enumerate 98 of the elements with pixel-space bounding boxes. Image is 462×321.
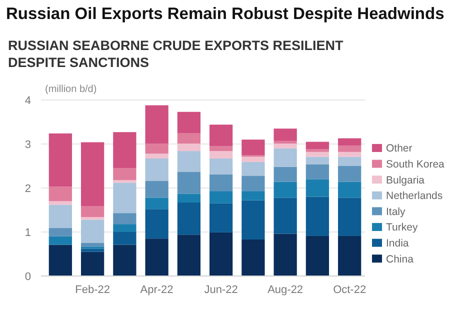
y-tick-label: 3 xyxy=(24,138,31,151)
bar xyxy=(80,252,104,276)
bar xyxy=(145,198,168,210)
bar xyxy=(113,224,136,232)
y-tick-label: 0 xyxy=(24,270,31,283)
bar xyxy=(177,133,200,144)
y-axis-title: (million b/d) xyxy=(45,84,97,95)
bar xyxy=(113,132,136,168)
bar xyxy=(338,138,362,146)
bar xyxy=(145,158,168,181)
bar xyxy=(177,112,200,133)
bar xyxy=(274,128,297,141)
bar xyxy=(306,164,330,180)
y-tick-label: 1 xyxy=(24,226,31,239)
bar xyxy=(338,236,362,276)
bar xyxy=(274,234,297,276)
bar xyxy=(338,146,362,152)
bar xyxy=(242,191,265,200)
bar xyxy=(338,156,362,166)
bar xyxy=(338,198,362,236)
bar xyxy=(80,217,104,220)
bar xyxy=(306,156,330,164)
x-tick-label: Feb-22 xyxy=(75,284,110,296)
bar xyxy=(113,213,136,224)
x-tick-label: Apr-22 xyxy=(140,284,174,296)
bar xyxy=(210,232,233,276)
bar xyxy=(210,146,233,152)
bar xyxy=(145,105,168,144)
bar xyxy=(242,156,265,162)
bar xyxy=(210,174,233,192)
bar xyxy=(274,144,297,148)
bar xyxy=(338,152,362,157)
bar xyxy=(210,151,233,159)
legend-label: China xyxy=(386,253,414,266)
x-tick-label: Oct-22 xyxy=(333,284,366,296)
bar xyxy=(145,154,168,159)
bar xyxy=(274,182,297,198)
bar xyxy=(274,166,297,182)
bar xyxy=(306,152,330,157)
bar xyxy=(177,144,200,152)
bar xyxy=(177,234,200,276)
bar xyxy=(113,180,136,183)
bar xyxy=(145,238,168,276)
bar xyxy=(338,182,362,198)
bar xyxy=(210,124,233,146)
bar xyxy=(80,248,104,252)
bar xyxy=(145,180,168,198)
bar xyxy=(242,140,265,155)
bar xyxy=(274,198,297,234)
bar xyxy=(113,232,136,245)
y-tick-label: 2 xyxy=(24,182,31,195)
legend-label: India xyxy=(386,237,409,250)
bar xyxy=(48,228,72,236)
bar xyxy=(48,244,72,276)
bar xyxy=(48,186,72,202)
bar xyxy=(210,191,233,204)
bar xyxy=(145,144,168,154)
bar xyxy=(80,220,104,243)
bar xyxy=(242,176,265,192)
bar xyxy=(210,158,233,174)
bar xyxy=(48,201,72,205)
bar xyxy=(80,206,104,218)
bar xyxy=(306,236,330,276)
bar xyxy=(274,148,297,167)
legend-label: Other xyxy=(386,142,413,155)
legend-label: South Korea xyxy=(386,158,445,170)
bar xyxy=(306,149,330,152)
bar xyxy=(113,182,136,214)
bar xyxy=(306,142,330,150)
chart-subtitle: RUSSIAN SEABORNE CRUDE EXPORTS RESILIENT DESPITE SANCTIONS xyxy=(8,38,344,70)
chart-title: Russian Oil Exports Remain Robust Despite Headwinds xyxy=(6,5,444,23)
bar xyxy=(177,194,200,203)
legend-label: Turkey xyxy=(386,222,418,234)
bar xyxy=(177,151,200,172)
bar xyxy=(242,162,265,176)
x-tick-label: Aug-22 xyxy=(268,284,304,296)
bar xyxy=(48,133,72,187)
bar xyxy=(113,244,136,276)
bar xyxy=(177,172,200,194)
legend-label: Italy xyxy=(386,206,406,218)
bar xyxy=(80,142,104,206)
bar xyxy=(338,166,362,182)
x-tick-label: Jun-22 xyxy=(204,284,238,296)
bar xyxy=(306,179,330,197)
bar xyxy=(242,239,265,276)
bar xyxy=(145,209,168,239)
legend-label: Bulgaria xyxy=(386,174,425,186)
bar xyxy=(306,196,330,236)
legend-label: Netherlands xyxy=(386,190,443,202)
bar xyxy=(242,200,265,240)
bar xyxy=(274,140,297,144)
bar xyxy=(48,204,72,228)
bar xyxy=(80,243,104,247)
bar xyxy=(210,203,233,232)
y-tick-label: 4 xyxy=(24,94,31,107)
bar xyxy=(177,202,200,235)
bar xyxy=(48,236,72,245)
bar xyxy=(113,168,136,180)
